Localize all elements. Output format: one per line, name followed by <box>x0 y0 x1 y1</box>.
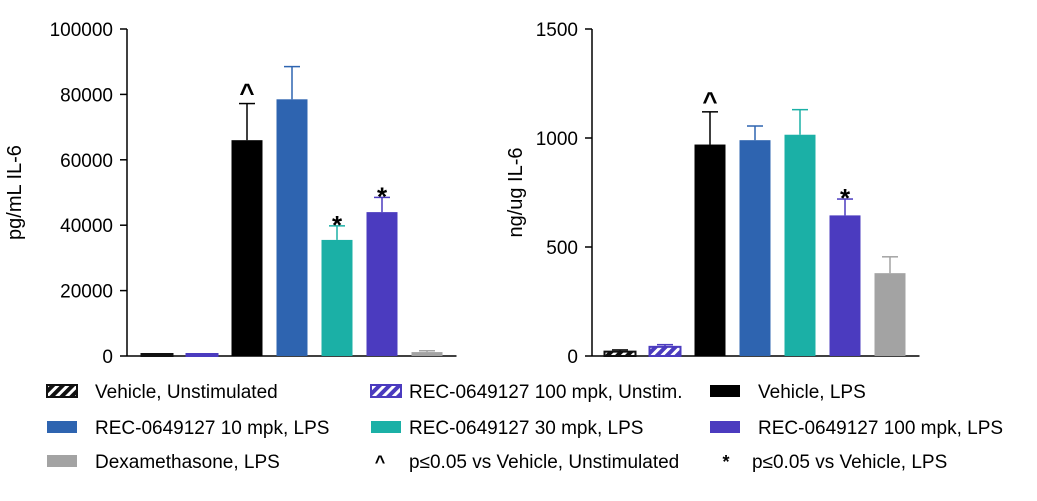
significance-marker: ^ <box>702 86 717 116</box>
legend-item-rec-0649127-10-mpk-lps: REC-0649127 10 mpk, LPS <box>47 418 329 439</box>
legend-swatch <box>46 384 78 398</box>
legend-item-vehicle-lps: Vehicle, LPS <box>710 382 866 403</box>
legend-item-rec-0649127-30-mpk-lps: REC-0649127 30 mpk, LPS <box>371 418 643 439</box>
legend-note-symbol: * <box>722 452 729 472</box>
legend-swatch <box>370 384 402 398</box>
y-tick-label: 20000 <box>60 282 113 303</box>
significance-marker: * <box>332 210 343 240</box>
significance-marker: ^ <box>239 78 254 108</box>
bar-vehicle-lps <box>694 144 726 356</box>
chart-1: 0 20000 40000 60000 80000 100000 pg/mL IL-6 ^ * * <box>4 20 457 368</box>
y-tick-label: 100000 <box>50 20 113 41</box>
legend-label: REC-0649127 100 mpk, Unstim. <box>409 382 683 403</box>
legend-label: Dexamethasone, LPS <box>95 452 280 473</box>
legend-note-symbol: ^ <box>375 452 386 472</box>
legend-item-rec-0649127-100-mpk-unstim: REC-0649127 100 mpk, Unstim. <box>370 382 683 403</box>
bar-rec-0649127-10-mpk-lps <box>739 140 771 356</box>
legend-swatch <box>710 385 740 397</box>
y-tick-label: 1000 <box>536 129 578 150</box>
legend-item-dexamethasone-lps: Dexamethasone, LPS <box>47 452 280 473</box>
legend-swatch <box>47 455 77 467</box>
bar-vehicle-unstimulated <box>140 353 174 357</box>
legend-label: Vehicle, Unstimulated <box>95 382 278 403</box>
bar-rec-0649127-100-mpk-unstim <box>185 353 219 357</box>
legend-item-rec-0649127-100-mpk-lps: REC-0649127 100 mpk, LPS <box>710 418 1003 439</box>
legend-note-1: ^ p≤0.05 vs Vehicle, Unstimulated <box>375 452 680 473</box>
legend-item-vehicle-unstimulated: Vehicle, Unstimulated <box>46 382 278 403</box>
y-axis-title: pg/mL IL-6 <box>4 145 26 240</box>
bar-rec-0649127-30-mpk-lps <box>321 239 353 356</box>
legend-label: REC-0649127 30 mpk, LPS <box>409 418 643 439</box>
bar-rec-0649127-30-mpk-lps <box>784 134 816 356</box>
bar-dexamethasone-lps <box>874 273 906 356</box>
bar-rec-0649127-100-mpk-unstim <box>648 345 682 357</box>
legend-label: REC-0649127 100 mpk, LPS <box>758 418 1003 439</box>
bar-rec-0649127-10-mpk-lps <box>276 99 308 357</box>
bar-rec-0649127-100-mpk-lps <box>366 212 398 356</box>
y-tick-label: 60000 <box>60 151 113 172</box>
legend-label: REC-0649127 10 mpk, LPS <box>95 418 329 439</box>
significance-marker: * <box>377 181 388 211</box>
y-tick-label: 1500 <box>536 20 578 41</box>
y-tick-label: 0 <box>567 347 578 368</box>
legend-swatch <box>371 421 401 433</box>
chart-2: 0 500 1000 1500 ng/ug IL-6 ^ * <box>505 20 920 368</box>
y-axis-title: ng/ug IL-6 <box>505 147 527 237</box>
legend-swatch <box>47 421 77 433</box>
bar-dexamethasone-lps <box>411 352 443 356</box>
legend-label: Vehicle, LPS <box>758 382 866 403</box>
legend-swatch <box>710 421 740 433</box>
bar-rec-0649127-100-mpk-lps <box>829 215 861 356</box>
bar-vehicle-unstimulated <box>603 350 637 358</box>
y-tick-label: 40000 <box>60 216 113 237</box>
y-tick-label: 0 <box>102 347 113 368</box>
legend: Vehicle, Unstimulated REC-0649127 100 mpk… <box>46 382 1003 473</box>
bar-vehicle-lps <box>231 140 263 356</box>
significance-marker: * <box>840 183 851 213</box>
legend-note-2: * p≤0.05 vs Vehicle, LPS <box>722 452 947 473</box>
y-tick-label: 500 <box>546 238 578 259</box>
legend-note-label: p≤0.05 vs Vehicle, LPS <box>752 452 947 473</box>
legend-note-label: p≤0.05 vs Vehicle, Unstimulated <box>409 452 679 473</box>
y-tick-label: 80000 <box>60 85 113 106</box>
